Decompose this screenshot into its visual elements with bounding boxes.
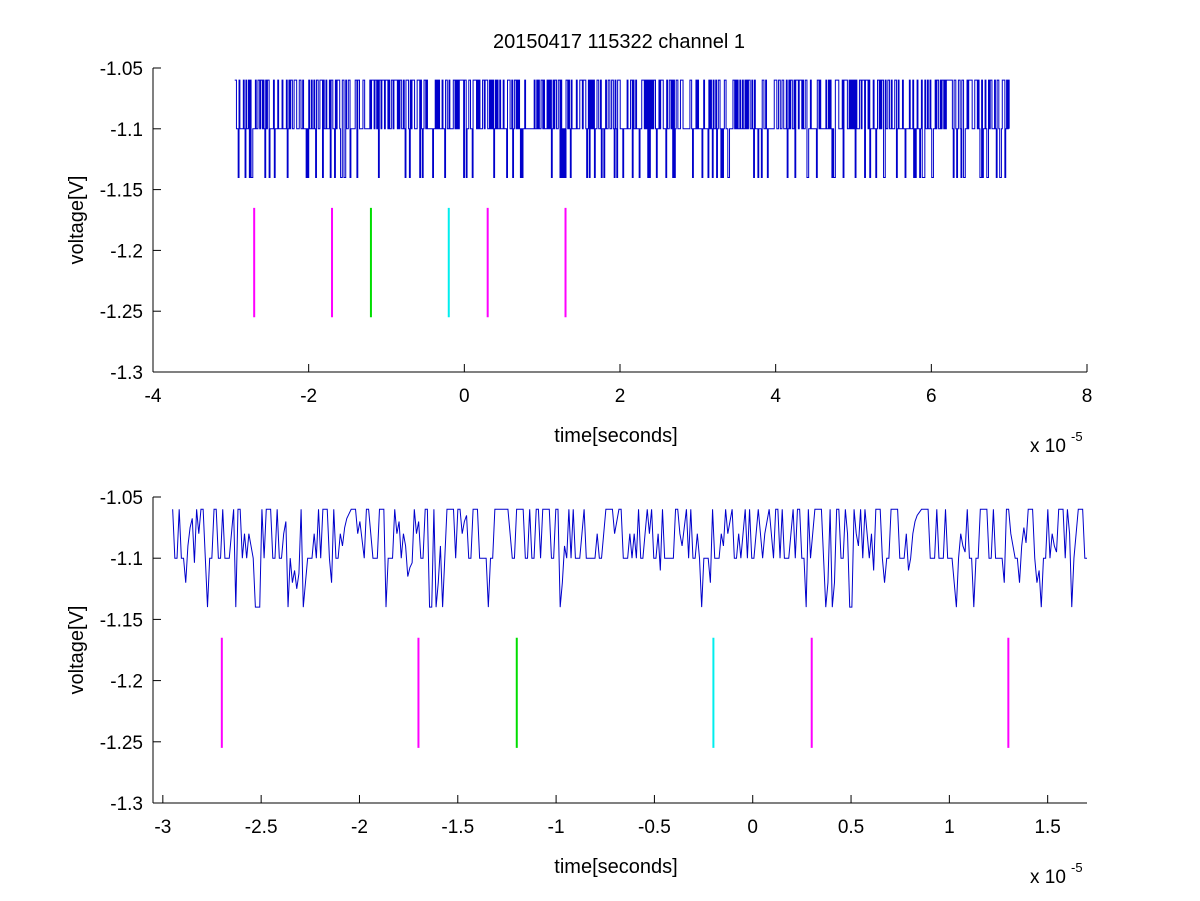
y-tick-label: -1.15 <box>100 610 143 631</box>
y-tick-label: -1.1 <box>110 120 143 141</box>
x-tick-label: -2.5 <box>245 817 278 838</box>
signal-trace <box>172 508 1087 608</box>
x-tick-label: 0.5 <box>838 817 864 838</box>
y-tick-label: -1.2 <box>110 672 143 693</box>
x-tick-label: -2 <box>300 386 317 407</box>
x-tick-label: 4 <box>770 386 781 407</box>
x-axis-label: time[seconds] <box>554 425 677 447</box>
x-tick-label: 6 <box>926 386 937 407</box>
x-tick-label: 1 <box>944 817 955 838</box>
x-tick-label: -2 <box>351 817 368 838</box>
x-tick-label: 0 <box>747 817 758 838</box>
y-axis-label: voltage[V] <box>66 606 88 695</box>
y-tick-label: -1.2 <box>110 241 143 262</box>
y-tick-label: -1.3 <box>110 363 143 384</box>
x-multiplier-exponent: -5 <box>1071 860 1083 875</box>
x-tick-label: -4 <box>145 386 162 407</box>
x-multiplier-label: x 10 <box>1030 867 1066 888</box>
x-tick-label: 2 <box>615 386 626 407</box>
x-tick-label: 1.5 <box>1034 817 1060 838</box>
y-tick-label: -1.15 <box>100 181 143 202</box>
y-tick-label: -1.25 <box>100 302 143 323</box>
y-tick-label: -1.1 <box>110 549 143 570</box>
axes-bottom: -1.3 -1.25 -1.2 -1.15 -1.1 -1.05 -3 -2.5 -2 -1.5 -… <box>66 488 1087 888</box>
y-tick-label: -1.05 <box>100 488 143 509</box>
x-tick-label: -1 <box>548 817 565 838</box>
x-tick-label: 8 <box>1082 386 1093 407</box>
y-axis-label: voltage[V] <box>66 176 88 265</box>
y-tick-label: -1.05 <box>100 59 143 80</box>
y-tick-label: -1.25 <box>100 733 143 754</box>
x-multiplier-label: x 10 <box>1030 436 1066 457</box>
x-axis-label: time[seconds] <box>554 856 677 878</box>
signal-trace <box>234 79 1010 178</box>
figure-title: 20150417 115322 channel 1 <box>493 31 745 53</box>
x-tick-label: -1.5 <box>441 817 474 838</box>
x-tick-label: -3 <box>154 817 171 838</box>
y-tick-label: -1.3 <box>110 794 143 815</box>
axes-top: -1.3 -1.25 -1.2 -1.15 -1.1 -1.05 -4 -2 0 2 4 6 8 time… <box>66 59 1092 457</box>
x-multiplier-exponent: -5 <box>1071 429 1083 444</box>
x-tick-label: -0.5 <box>638 817 671 838</box>
x-tick-label: 0 <box>459 386 470 407</box>
